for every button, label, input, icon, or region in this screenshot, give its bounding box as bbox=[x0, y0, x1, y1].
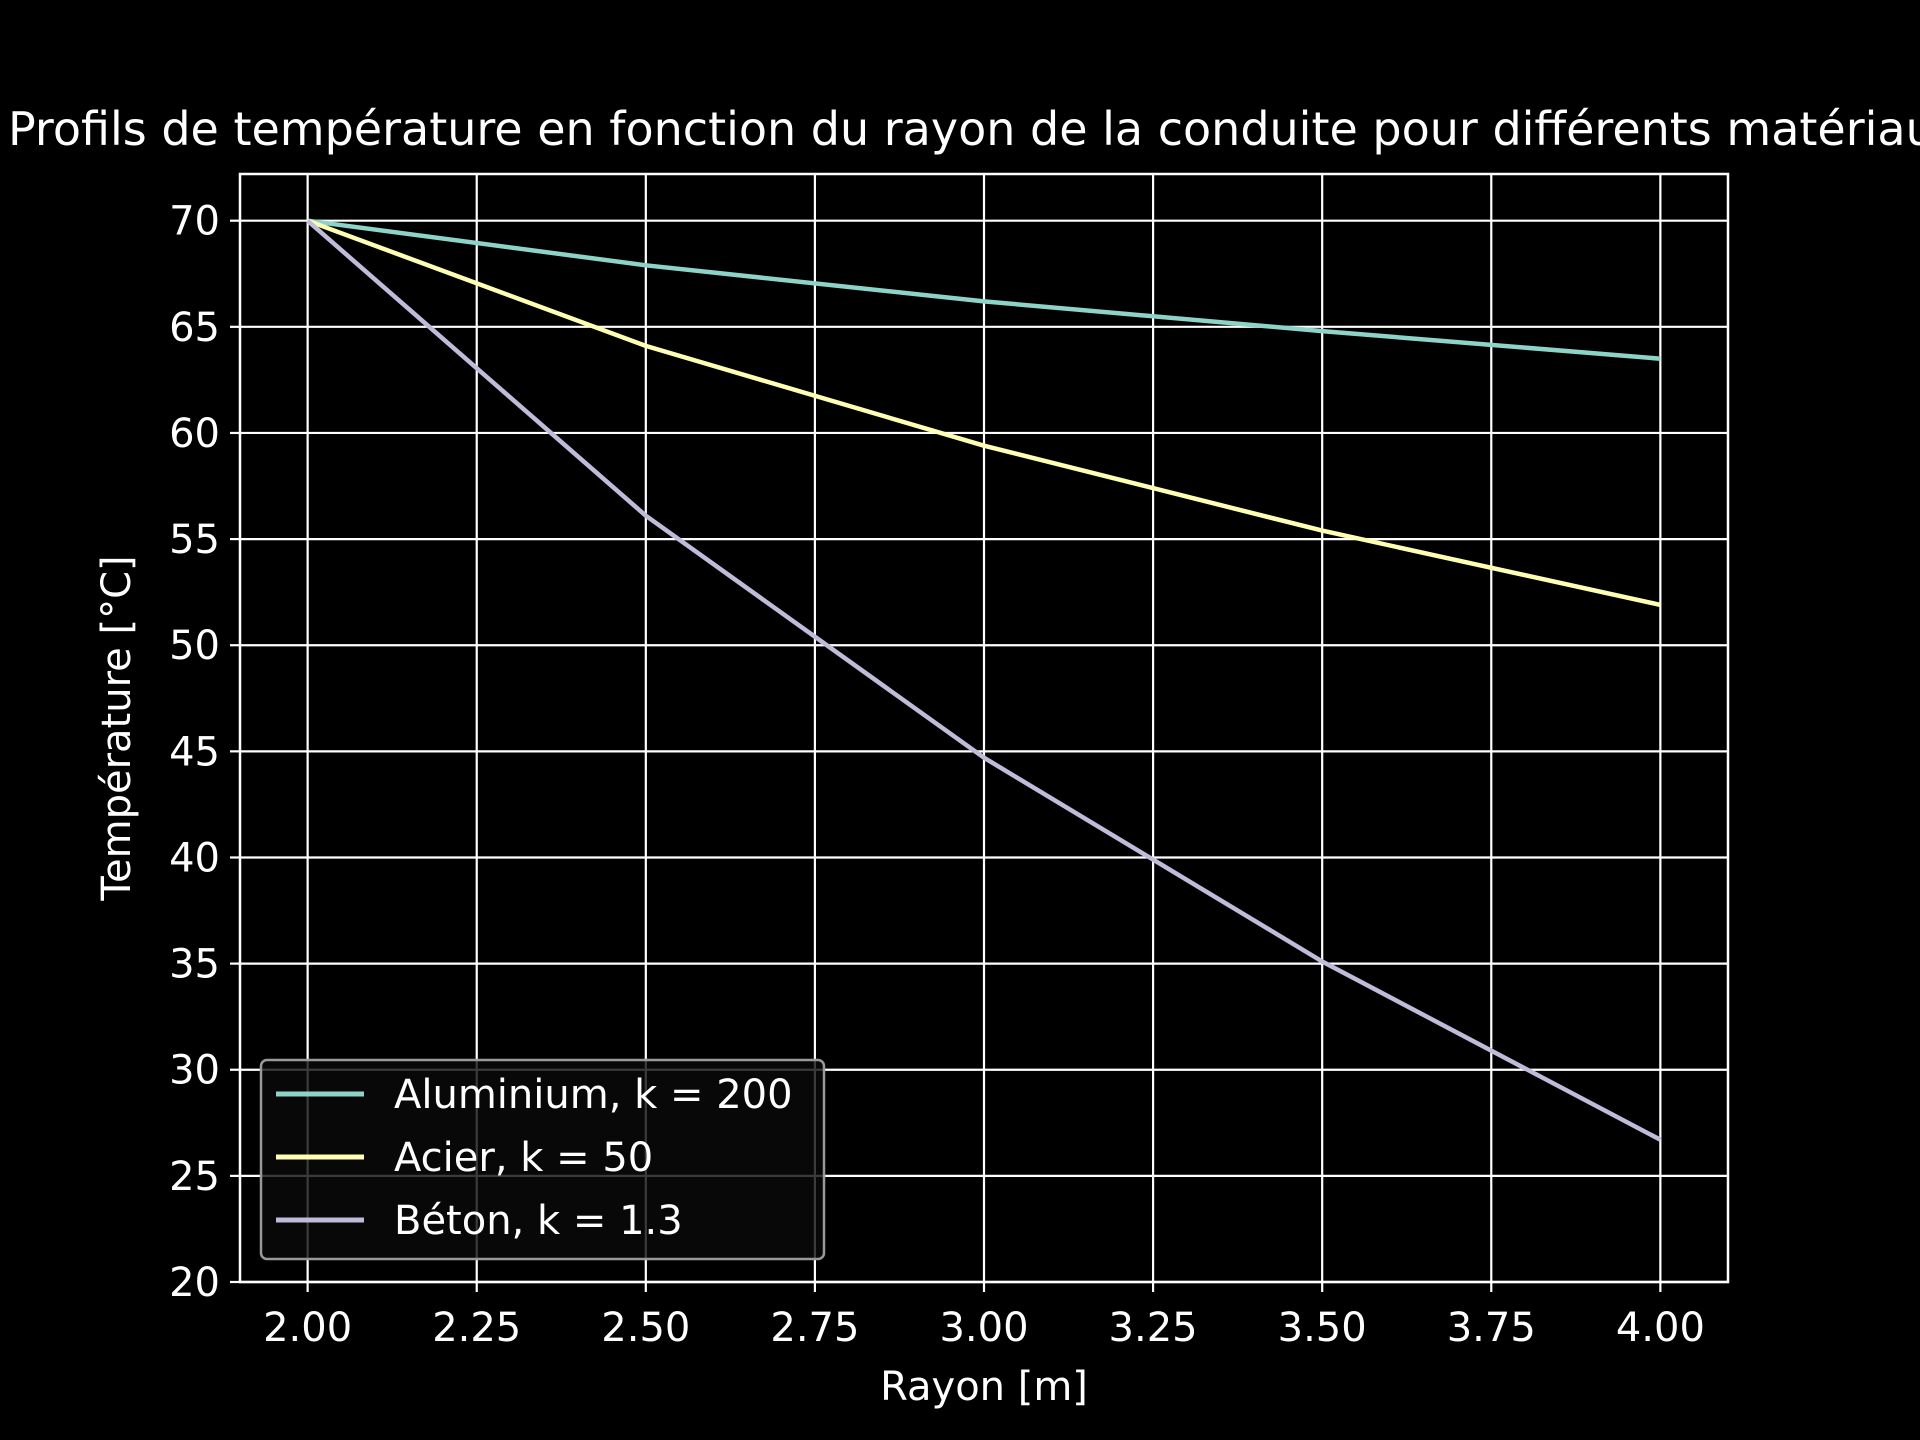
series-layer bbox=[306, 218, 1662, 1142]
legend-label: Aluminium, k = 200 bbox=[394, 1072, 793, 1118]
y-tick-label: 30 bbox=[169, 1048, 220, 1094]
chart-title: Profils de température en fonction du ra… bbox=[8, 102, 1920, 156]
series-line-0 bbox=[307, 218, 1661, 361]
y-tick-label: 20 bbox=[169, 1260, 220, 1306]
x-axis-ticks: 2.00 2.25 2.50 2.75 3.00 3.25 3.50 3.75 4.00 bbox=[263, 1282, 1705, 1351]
y-tick-label: 35 bbox=[169, 942, 220, 988]
x-tick-label: 2.00 bbox=[263, 1305, 352, 1351]
x-tick-label: 2.25 bbox=[432, 1305, 521, 1351]
legend-label: Béton, k = 1.3 bbox=[394, 1198, 683, 1244]
y-axis-ticks: 20 25 30 35 40 45 50 55 60 65 70 bbox=[169, 199, 240, 1306]
legend-label: Acier, k = 50 bbox=[394, 1135, 653, 1181]
y-tick-label: 60 bbox=[169, 411, 220, 457]
x-axis-label: Rayon [m] bbox=[880, 1364, 1088, 1410]
y-tick-label: 45 bbox=[169, 729, 220, 775]
x-tick-label: 3.75 bbox=[1447, 1305, 1536, 1351]
y-tick-label: 70 bbox=[169, 199, 220, 245]
legend: Aluminium, k = 200 Acier, k = 50 Béton, k … bbox=[259, 1058, 826, 1261]
x-tick-label: 4.00 bbox=[1616, 1305, 1705, 1351]
series-line-2 bbox=[306, 219, 1662, 1142]
y-tick-label: 25 bbox=[169, 1154, 220, 1200]
x-tick-label: 3.50 bbox=[1278, 1305, 1367, 1351]
y-tick-label: 40 bbox=[169, 835, 220, 881]
legend-box bbox=[259, 1058, 826, 1261]
y-tick-label: 55 bbox=[169, 517, 220, 563]
y-tick-label: 50 bbox=[169, 623, 220, 669]
series-line-1 bbox=[306, 218, 1661, 608]
y-tick-label: 65 bbox=[169, 305, 220, 351]
y-axis-label: Température [°C] bbox=[94, 555, 140, 901]
x-tick-label: 2.50 bbox=[601, 1305, 690, 1351]
x-tick-label: 3.00 bbox=[939, 1305, 1028, 1351]
x-tick-label: 2.75 bbox=[770, 1305, 859, 1351]
x-tick-label: 3.25 bbox=[1109, 1305, 1198, 1351]
